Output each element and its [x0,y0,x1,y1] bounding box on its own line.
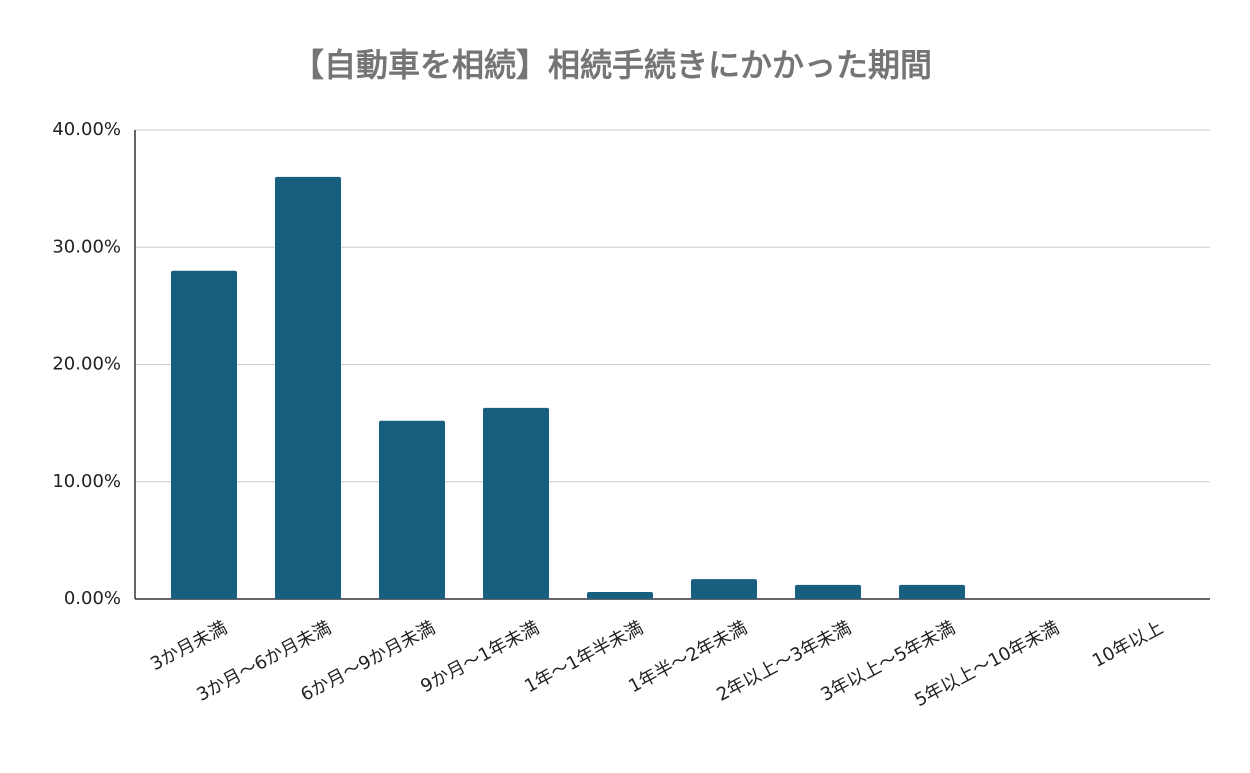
y-tick-label: 30.00% [52,236,121,257]
y-tick-label: 20.00% [52,354,121,375]
bar [899,584,965,599]
bar [171,270,237,599]
bar [275,176,341,599]
bar [379,420,445,599]
bar [587,591,653,599]
y-tick-label: 10.00% [52,471,121,492]
bar [795,584,861,599]
y-tick-label: 0.00% [64,588,121,609]
chart-title: 【自動車を相続】相続手続きにかかった期間 [292,46,932,84]
y-tick-label: 40.00% [52,119,121,140]
bar [483,407,549,599]
bar [691,579,757,599]
